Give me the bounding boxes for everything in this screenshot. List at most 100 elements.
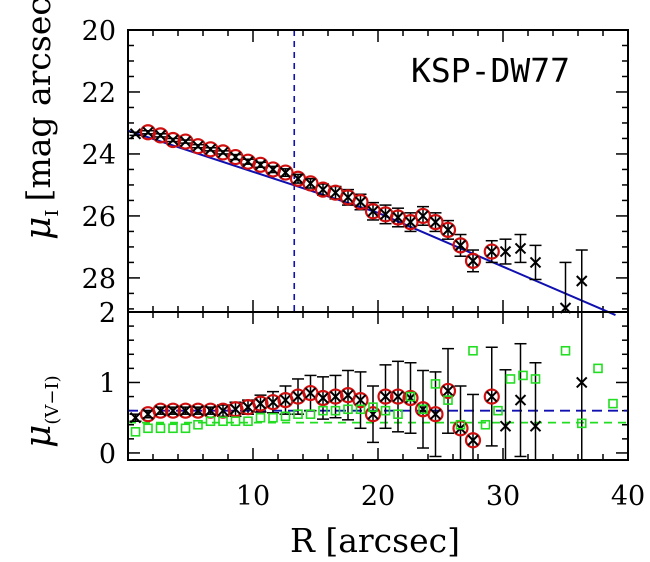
svg-text:μI[mag arcsec−2]: μI[mag arcsec−2] xyxy=(18,0,63,240)
cross-marker xyxy=(292,390,304,403)
green-square-marker xyxy=(468,345,478,356)
bottom-panel-tick-labels: 10 20 30 40 0 1 2 xyxy=(99,298,645,512)
green-square-marker xyxy=(355,404,366,415)
green-square-marker xyxy=(155,423,166,434)
fitted-point-circle xyxy=(439,382,457,400)
cross-marker xyxy=(217,404,229,417)
cross-marker xyxy=(129,128,142,140)
green-square-marker xyxy=(405,391,416,402)
green-square-marker xyxy=(608,398,618,409)
green-square-marker xyxy=(443,395,453,405)
cross-marker xyxy=(379,208,392,221)
fitted-point-circle xyxy=(264,394,282,411)
green-square-marker xyxy=(193,419,203,430)
fitted-point-circle xyxy=(464,252,482,269)
cross-marker xyxy=(576,376,588,389)
green-square-marker xyxy=(180,423,191,434)
cross-marker xyxy=(529,256,542,269)
fitted-point-circle xyxy=(352,193,369,211)
top-panel: 20 22 24 26 28 KSP-DW77 xyxy=(82,16,629,317)
fitted-point-circle xyxy=(189,402,207,419)
cross-marker xyxy=(486,390,498,403)
cross-marker xyxy=(499,245,512,258)
fitted-point-circle xyxy=(364,406,382,423)
fitted-point-circle xyxy=(402,389,419,407)
green-square-marker xyxy=(343,404,353,415)
cross-marker xyxy=(142,408,154,420)
cross-marker xyxy=(129,412,142,424)
green-square-marker xyxy=(576,418,587,429)
cross-marker xyxy=(254,397,267,410)
cross-marker xyxy=(242,401,254,413)
fitted-point-circle xyxy=(377,388,394,405)
fitted-point-circle xyxy=(414,207,432,225)
fitted-point-circle xyxy=(164,131,182,149)
y-tick-label: 20 xyxy=(82,16,116,47)
cross-marker xyxy=(254,159,267,171)
green-square-marker xyxy=(130,427,141,437)
green-square-marker xyxy=(493,405,503,416)
y-tick-label: 26 xyxy=(82,202,116,233)
bottom-panel-markers xyxy=(129,345,618,449)
green-square-marker xyxy=(380,405,391,416)
cross-marker xyxy=(417,210,429,222)
fitted-point-circle xyxy=(439,221,457,238)
y-tick-label: 0 xyxy=(99,439,116,470)
cross-marker xyxy=(514,242,527,255)
x-axis-label: R [arcsec] xyxy=(290,521,460,560)
cross-marker xyxy=(229,151,242,163)
cross-marker xyxy=(317,392,329,404)
cross-marker xyxy=(304,387,317,399)
cross-marker xyxy=(292,173,304,185)
top-panel-tick-labels: 20 22 24 26 28 xyxy=(82,16,116,295)
y-tick-label: 22 xyxy=(82,78,116,109)
green-square-marker xyxy=(418,404,428,415)
green-square-marker xyxy=(560,345,571,356)
cross-marker xyxy=(467,434,479,446)
green-square-marker xyxy=(505,374,516,384)
green-square-marker xyxy=(593,363,603,374)
cross-marker xyxy=(486,245,498,258)
green-square-marker xyxy=(280,411,291,422)
cross-marker xyxy=(317,183,329,196)
green-square-marker xyxy=(393,409,403,419)
fitted-point-circle xyxy=(389,388,407,405)
cross-marker xyxy=(329,186,342,199)
svg-text:μ(V−I): μ(V−I) xyxy=(18,375,63,448)
green-square-marker xyxy=(255,412,266,423)
bottom-panel: 10 20 30 40 0 1 2 xyxy=(99,298,645,512)
green-square-marker xyxy=(518,370,528,381)
cross-marker xyxy=(154,129,167,142)
cross-marker xyxy=(454,239,467,252)
cross-marker xyxy=(342,389,354,401)
top-panel-markers xyxy=(129,124,588,314)
y-tick-label: 2 xyxy=(99,298,116,329)
green-square-marker xyxy=(230,416,241,427)
green-square-marker xyxy=(318,405,328,416)
fitted-point-circle xyxy=(152,402,169,419)
cross-marker xyxy=(576,275,588,287)
top-ylabel-subscript: I xyxy=(42,209,63,216)
bottom-y-axis-label: μ(V−I) xyxy=(18,375,63,448)
green-square-marker xyxy=(430,379,441,389)
fitted-point-circle xyxy=(427,406,444,423)
profile-fit-line xyxy=(127,129,616,317)
cross-marker xyxy=(204,404,217,417)
cross-marker xyxy=(192,404,204,417)
fitted-point-circle xyxy=(427,214,444,231)
cross-marker xyxy=(267,163,279,176)
cross-marker xyxy=(167,134,179,146)
green-square-marker xyxy=(530,374,541,384)
fitted-point-circle xyxy=(164,402,182,419)
cross-marker xyxy=(304,177,317,190)
cross-marker xyxy=(354,394,367,406)
galaxy-name-annotation: KSP-DW77 xyxy=(411,51,570,90)
cross-marker xyxy=(429,216,442,228)
fitted-point-circle xyxy=(314,389,332,407)
green-square-marker xyxy=(455,419,466,430)
bottom-panel-error-bars xyxy=(128,311,628,461)
fitted-point-circle xyxy=(277,164,294,181)
fitted-point-circle xyxy=(483,388,500,405)
cross-marker xyxy=(467,255,479,267)
